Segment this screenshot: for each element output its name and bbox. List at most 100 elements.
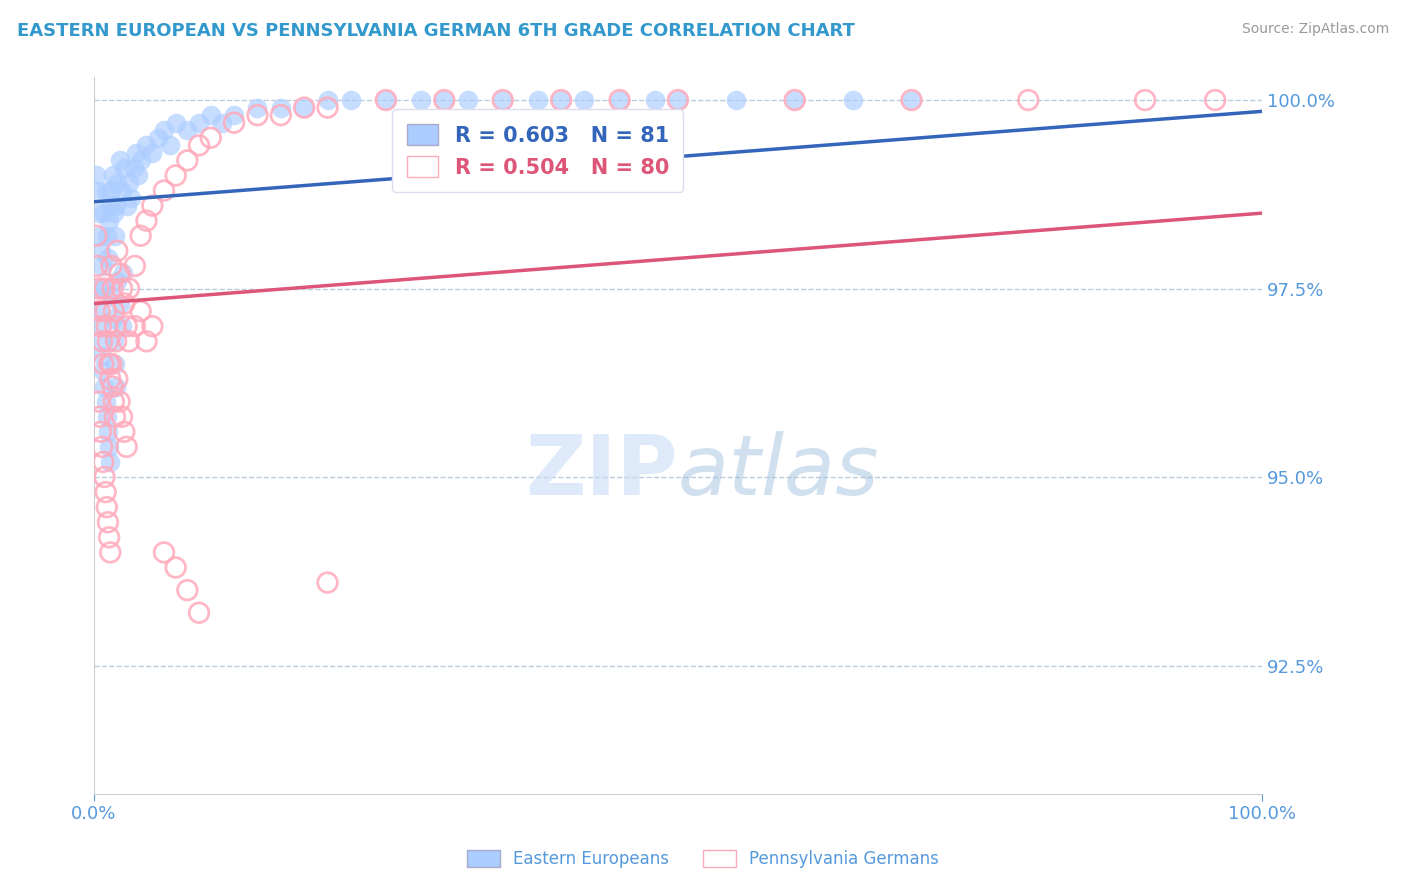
Point bbox=[93, 206, 115, 220]
Point bbox=[127, 169, 149, 183]
Point bbox=[200, 130, 222, 145]
Point bbox=[90, 425, 112, 439]
Point bbox=[270, 108, 292, 122]
Point bbox=[1204, 93, 1226, 107]
Point bbox=[176, 153, 198, 168]
Point bbox=[98, 530, 121, 544]
Point bbox=[86, 281, 108, 295]
Point bbox=[550, 93, 572, 107]
Point bbox=[246, 101, 269, 115]
Point bbox=[111, 184, 134, 198]
Point bbox=[146, 130, 169, 145]
Point bbox=[135, 138, 157, 153]
Point bbox=[91, 334, 114, 349]
Point bbox=[90, 319, 112, 334]
Point bbox=[98, 199, 121, 213]
Point bbox=[457, 93, 479, 107]
Point bbox=[104, 319, 127, 334]
Point bbox=[900, 93, 922, 107]
Point bbox=[91, 364, 114, 378]
Point bbox=[97, 425, 120, 439]
Point bbox=[94, 485, 117, 500]
Point bbox=[93, 379, 115, 393]
Point bbox=[159, 138, 181, 153]
Point bbox=[94, 394, 117, 409]
Point bbox=[105, 244, 128, 258]
Point bbox=[141, 319, 163, 334]
Point bbox=[115, 319, 138, 334]
Point bbox=[433, 93, 456, 107]
Point bbox=[105, 274, 128, 288]
Point bbox=[97, 334, 120, 349]
Point bbox=[316, 93, 339, 107]
Point bbox=[165, 169, 187, 183]
Point bbox=[101, 281, 124, 295]
Point bbox=[89, 409, 111, 424]
Point bbox=[118, 281, 141, 295]
Point bbox=[97, 252, 120, 266]
Point bbox=[292, 101, 315, 115]
Point bbox=[374, 93, 396, 107]
Point bbox=[87, 304, 110, 318]
Point bbox=[492, 93, 515, 107]
Text: atlas: atlas bbox=[678, 431, 880, 512]
Point bbox=[98, 372, 121, 386]
Point bbox=[492, 93, 515, 107]
Point bbox=[91, 259, 114, 273]
Point bbox=[84, 228, 107, 243]
Point bbox=[96, 319, 118, 334]
Point bbox=[115, 440, 138, 454]
Point bbox=[97, 515, 120, 529]
Point bbox=[89, 319, 111, 334]
Point bbox=[108, 153, 131, 168]
Point bbox=[222, 108, 245, 122]
Point bbox=[98, 213, 121, 227]
Point bbox=[90, 334, 112, 349]
Point bbox=[104, 228, 127, 243]
Point bbox=[783, 93, 806, 107]
Point bbox=[1017, 93, 1039, 107]
Point bbox=[176, 123, 198, 137]
Point bbox=[141, 145, 163, 160]
Text: EASTERN EUROPEAN VS PENNSYLVANIA GERMAN 6TH GRADE CORRELATION CHART: EASTERN EUROPEAN VS PENNSYLVANIA GERMAN … bbox=[17, 22, 855, 40]
Point bbox=[409, 93, 432, 107]
Point bbox=[105, 176, 128, 190]
Point bbox=[89, 228, 111, 243]
Point bbox=[98, 545, 121, 559]
Point bbox=[103, 394, 125, 409]
Point bbox=[104, 409, 127, 424]
Point bbox=[550, 93, 572, 107]
Point bbox=[86, 184, 108, 198]
Point bbox=[105, 379, 128, 393]
Point bbox=[111, 409, 134, 424]
Legend: Eastern Europeans, Pennsylvania Germans: Eastern Europeans, Pennsylvania Germans bbox=[460, 843, 946, 875]
Point bbox=[609, 93, 631, 107]
Point bbox=[103, 304, 125, 318]
Point bbox=[84, 169, 107, 183]
Point bbox=[105, 372, 128, 386]
Point bbox=[108, 267, 131, 281]
Point bbox=[98, 440, 121, 454]
Point bbox=[91, 281, 114, 295]
Point bbox=[91, 350, 114, 364]
Point bbox=[292, 101, 315, 115]
Point bbox=[120, 191, 142, 205]
Point bbox=[96, 500, 118, 515]
Point bbox=[135, 334, 157, 349]
Point bbox=[87, 206, 110, 220]
Point bbox=[100, 289, 122, 303]
Point bbox=[135, 213, 157, 227]
Point bbox=[104, 357, 127, 371]
Point bbox=[124, 319, 146, 334]
Point bbox=[165, 560, 187, 574]
Point bbox=[90, 244, 112, 258]
Point bbox=[112, 296, 135, 310]
Point bbox=[129, 228, 152, 243]
Point bbox=[118, 334, 141, 349]
Point bbox=[91, 357, 114, 371]
Point bbox=[108, 296, 131, 310]
Point bbox=[153, 123, 176, 137]
Point bbox=[118, 176, 141, 190]
Point bbox=[526, 93, 548, 107]
Point bbox=[783, 93, 806, 107]
